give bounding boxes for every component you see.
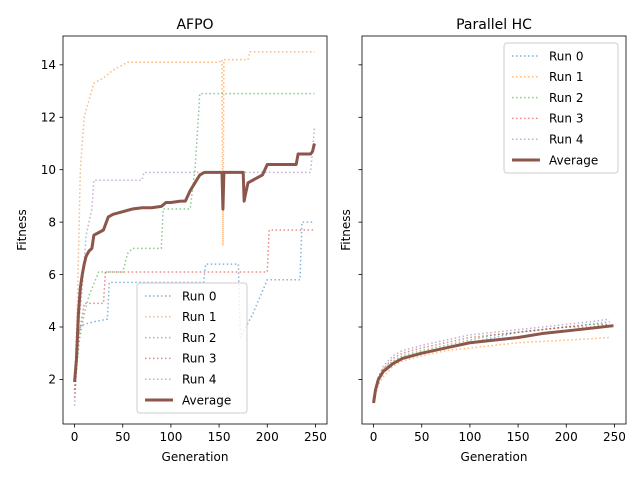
axes-frame: [361, 35, 627, 425]
series-line-run-1: [73, 50, 315, 390]
x-tick-label: 50: [414, 430, 429, 444]
y-tick-label: 12: [41, 110, 56, 124]
chart-title: Parallel HC: [456, 17, 532, 33]
legend: Run 0 Run 1 Run 2 Run 3 Run 4 Average: [136, 282, 248, 414]
legend-label: Run 0: [182, 289, 216, 303]
series-line-run-0: [73, 221, 315, 380]
x-axis-label: Generation: [461, 450, 528, 464]
axes-frame: [62, 35, 328, 425]
legend-label: Run 0: [549, 49, 583, 63]
parallel-hc-panel: 0 50 100 150 200 250 Parallel HC Generation Fitn…: [339, 17, 627, 464]
y-tick-label: 4: [48, 320, 56, 334]
y-tick-label: 14: [41, 58, 56, 72]
legend-label: Run 2: [549, 91, 583, 105]
legend-box: [136, 282, 248, 414]
chart-title: AFPO: [176, 17, 213, 33]
y-axis-label: Fitness: [339, 209, 353, 251]
legend-label: Average: [182, 393, 231, 407]
y-tick-label: 10: [41, 163, 56, 177]
x-tick-label: 0: [370, 430, 378, 444]
legend-label: Run 2: [182, 331, 216, 345]
series-group: [372, 318, 614, 404]
legend-label: Run 1: [549, 70, 583, 84]
x-tick-label: 100: [159, 430, 182, 444]
x-tick-label: 150: [507, 430, 530, 444]
series-line-average: [372, 324, 614, 404]
legend-label: Run 1: [182, 310, 216, 324]
legend-label: Average: [549, 153, 598, 167]
x-tick-label: 250: [603, 430, 626, 444]
legend-label: Run 4: [549, 133, 583, 147]
legend-label: Run 3: [549, 112, 583, 126]
y-tick-label: 2: [48, 373, 56, 387]
series-line-run-3: [73, 229, 315, 398]
series-line-run-2: [73, 92, 315, 390]
legend-label: Run 4: [182, 373, 216, 387]
y-tick-label: 6: [48, 268, 56, 282]
x-tick-label: 0: [71, 430, 79, 444]
x-axis-label: Generation: [162, 450, 229, 464]
y-axis-label: Fitness: [15, 209, 29, 251]
x-tick-label: 100: [458, 430, 481, 444]
series-line-run-4: [372, 318, 610, 398]
x-tick-label: 250: [304, 430, 327, 444]
legend: Run 0 Run 1 Run 2 Run 3 Run 4 Average: [503, 42, 619, 174]
legend-box: [503, 42, 619, 174]
x-tick-label: 200: [256, 430, 279, 444]
afpo-panel: 0 50 100 150 200 250 2 4 6 8 10 12 14 AFPO Generation F…: [15, 17, 328, 464]
x-tick-label: 150: [208, 430, 231, 444]
x-tick-label: 200: [555, 430, 578, 444]
series-group: [73, 50, 316, 406]
y-tick-label: 8: [48, 215, 56, 229]
x-tick-label: 50: [115, 430, 130, 444]
series-line-average: [73, 143, 316, 383]
legend-label: Run 3: [182, 352, 216, 366]
